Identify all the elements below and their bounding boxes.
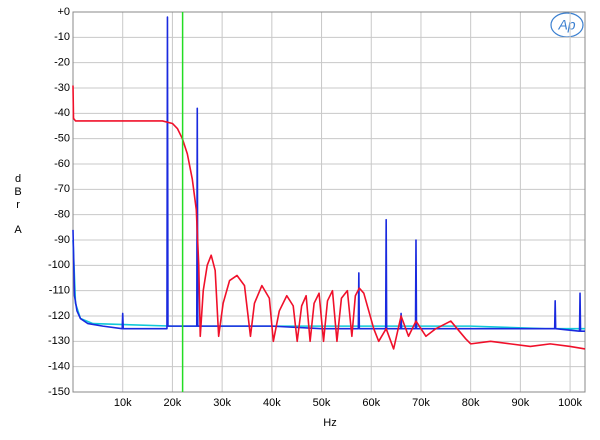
x-tick-label: 100k (558, 397, 582, 409)
series-line (72, 85, 586, 350)
y-axis-label: dBr (12, 173, 24, 212)
x-tick-label: 50k (313, 397, 331, 409)
y-tick-label: -100 (48, 259, 70, 271)
y-tick-label: -150 (48, 386, 70, 398)
x-tick-label: 60k (362, 397, 380, 409)
y-tick-label: -110 (49, 285, 70, 297)
y-tick-label: +0 (57, 6, 70, 18)
x-tick-label: 70k (412, 397, 430, 409)
y-tick-label: -40 (54, 107, 70, 119)
x-tick-label: 20k (164, 397, 182, 409)
y-tick-label: -50 (54, 133, 70, 145)
x-axis-label: Hz (323, 417, 336, 429)
series-line (72, 16, 585, 332)
x-tick-label: 30k (213, 397, 231, 409)
y-tick-label: -140 (48, 361, 70, 373)
x-tick-label: 90k (512, 397, 530, 409)
x-tick-label: 40k (263, 397, 281, 409)
x-tick-label: 80k (462, 397, 480, 409)
y-tick-label: -90 (54, 234, 70, 246)
y-tick-label: -120 (48, 310, 70, 322)
y-tick-label: -20 (54, 57, 70, 69)
x-tick-label: 10k (114, 397, 132, 409)
y-tick-label: -30 (54, 82, 70, 94)
y-tick-label: -80 (54, 209, 70, 221)
y-tick-label: -130 (48, 335, 70, 347)
y-tick-label: -60 (54, 158, 70, 170)
y-axis-unit: A (14, 224, 22, 236)
plot-frame (72, 11, 586, 393)
y-tick-label: -10 (54, 31, 70, 43)
y-tick-label: -70 (54, 183, 70, 195)
logo: Ap (557, 17, 575, 33)
